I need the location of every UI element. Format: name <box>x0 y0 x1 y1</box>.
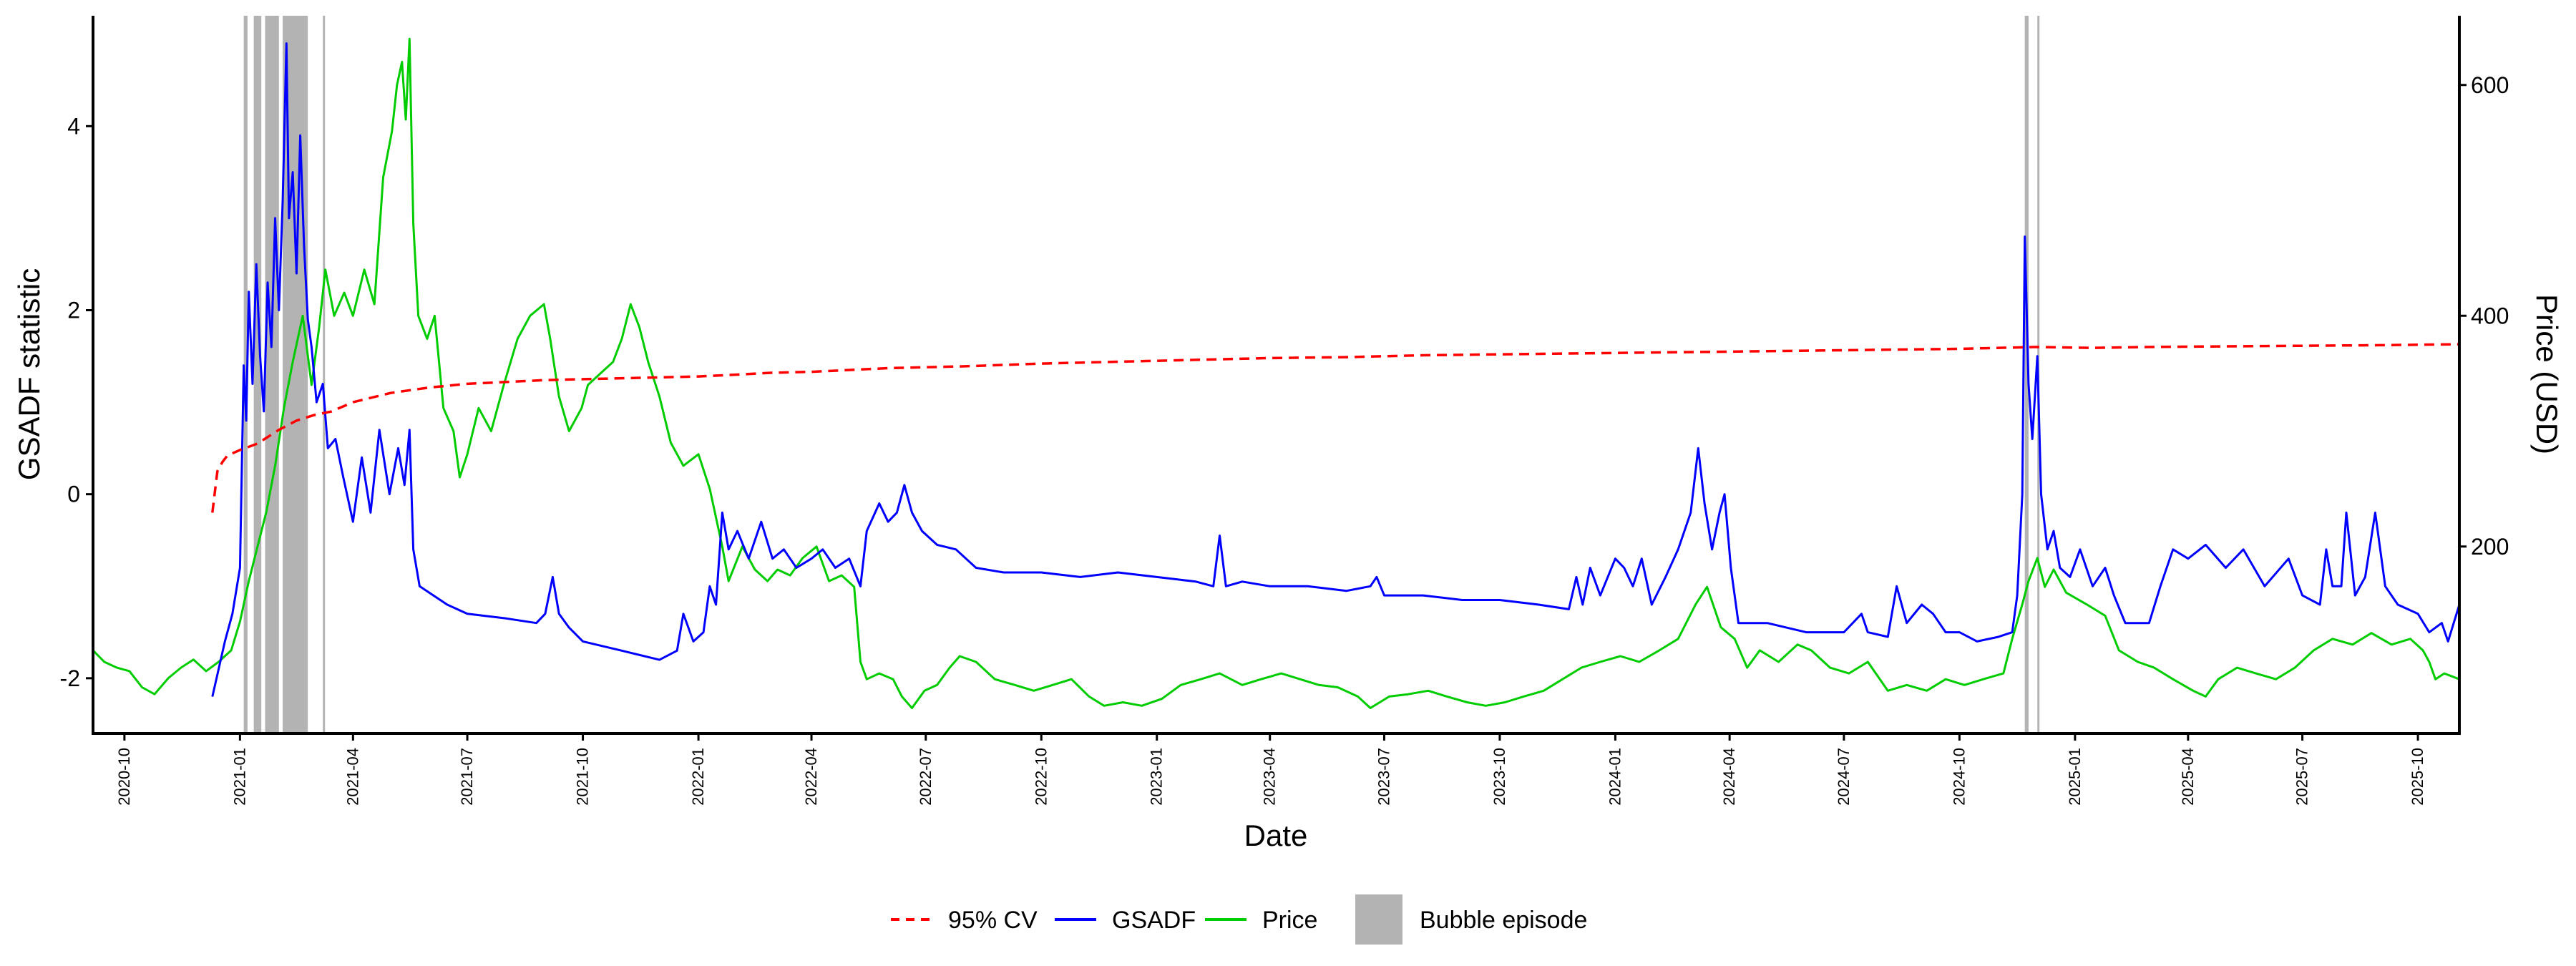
legend-label-gsadf: GSADF <box>1112 907 1196 934</box>
series-lines <box>92 37 2461 709</box>
x-tick-label: 2021-01 <box>230 748 248 806</box>
x-tick-label: 2024-10 <box>1950 748 1968 806</box>
y2-tick-label: 200 <box>2471 534 2509 560</box>
x-tick-label: 2021-07 <box>458 748 476 806</box>
y2-tick-label: 600 <box>2471 72 2509 98</box>
x-tick-label: 2022-04 <box>802 748 820 806</box>
x-axis-title: Date <box>1244 819 1308 852</box>
legend-label-bubble-episode: Bubble episode <box>1420 907 1587 934</box>
bubble-episode-2 <box>253 16 262 733</box>
x-tick-label: 2023-07 <box>1375 748 1393 806</box>
legend-label-95-cv: 95% CV <box>948 907 1038 934</box>
x-tick-label: 2025-10 <box>2409 748 2426 806</box>
y-tick-label: 4 <box>67 113 80 139</box>
series-95-cv <box>211 343 2460 513</box>
y-tick-label: -2 <box>60 665 80 691</box>
legend-key-bubble-episode <box>1355 894 1402 945</box>
x-tick-label: 2023-04 <box>1261 748 1279 806</box>
x-tick-label: 2020-10 <box>115 748 133 806</box>
x-tick-label: 2021-04 <box>343 748 361 806</box>
bubble-episode-1 <box>243 16 248 733</box>
x-tick-label: 2022-01 <box>689 748 707 806</box>
bubble-episode-6 <box>2024 16 2029 733</box>
bubble-episode-5 <box>323 16 326 733</box>
x-tick-label: 2024-04 <box>1720 748 1738 806</box>
bubble-episode-3 <box>265 16 279 733</box>
bubble-episode-4 <box>283 16 308 733</box>
y-tick-label: 0 <box>67 482 80 507</box>
series-gsadf <box>211 42 2461 697</box>
x-tick-label: 2022-07 <box>917 748 935 806</box>
y-tick-label: 2 <box>67 297 80 323</box>
y2-tick-label: 400 <box>2471 303 2509 328</box>
x-tick-label: 2025-07 <box>2293 748 2311 806</box>
series-price <box>92 37 2460 709</box>
x-tick-label: 2023-10 <box>1491 748 1508 806</box>
y2-axis-title: Price (USD) <box>2530 294 2564 454</box>
x-tick-label: 2025-01 <box>2066 748 2084 806</box>
x-tick-label: 2021-10 <box>574 748 592 806</box>
y-axis-title: GSADF statistic <box>12 268 46 480</box>
right-y-axis-ticks: 200 400 600 <box>2459 72 2509 560</box>
x-tick-label: 2024-01 <box>1606 748 1624 806</box>
x-tick-label: 2024-07 <box>1835 748 1853 806</box>
legend-label-price: Price <box>1262 907 1317 934</box>
legend: 95% CV GSADF Price Bubble episode <box>891 894 1587 945</box>
x-axis-ticks: 2020-10 2021-01 2021-04 2021-07 2021-10 2022-… <box>115 733 2426 806</box>
x-tick-label: 2023-01 <box>1148 748 1166 806</box>
x-tick-label: 2022-10 <box>1032 748 1050 806</box>
x-tick-label: 2025-04 <box>2179 748 2197 806</box>
left-y-axis-ticks: -2 0 2 4 <box>60 113 93 691</box>
